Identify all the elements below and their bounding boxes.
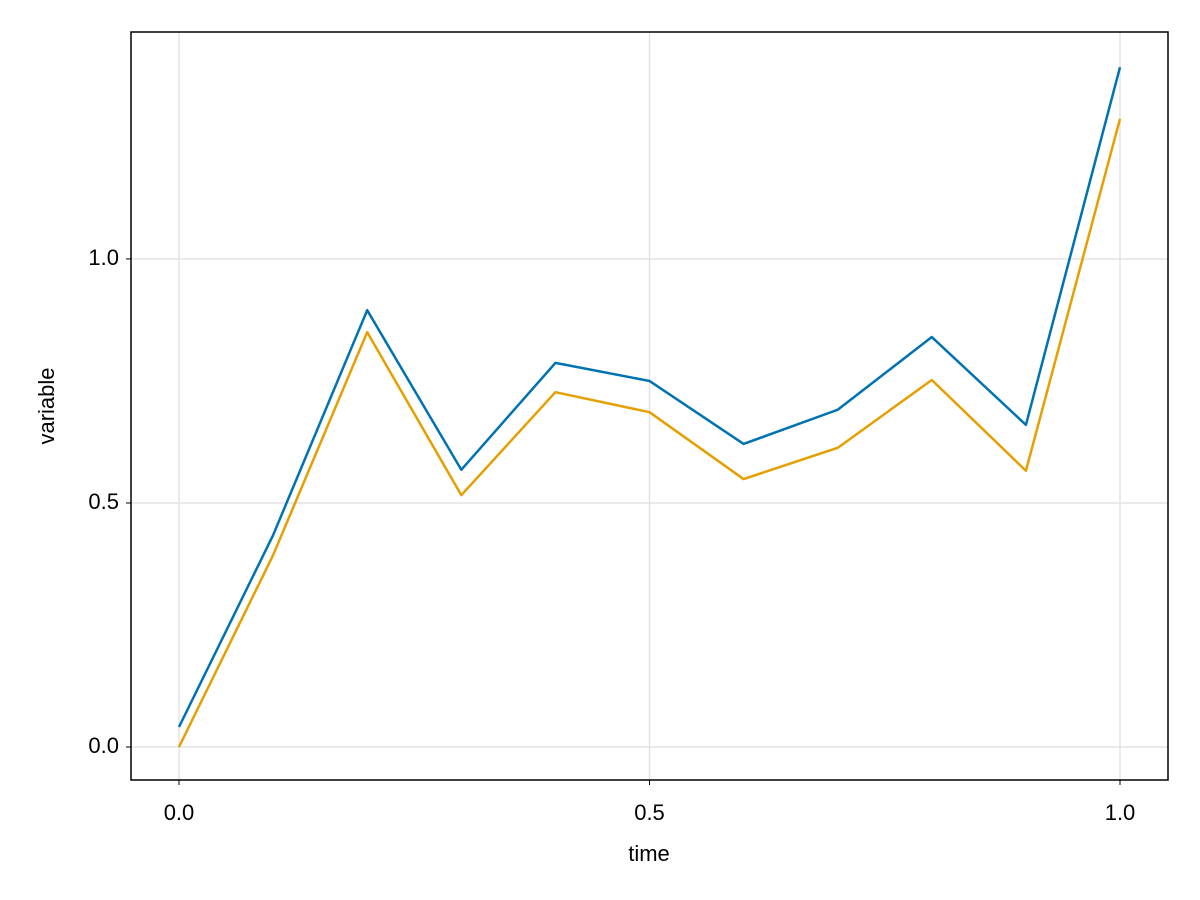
y-tick-label: 0.5 (88, 489, 119, 514)
x-tick-label: 1.0 (1105, 800, 1136, 825)
x-tick-label: 0.5 (634, 800, 665, 825)
plot-frame (130, 31, 1169, 781)
y-axis-label: variable (34, 367, 59, 444)
x-tick-label: 0.0 (164, 800, 195, 825)
y-tick-label: 1.0 (88, 245, 119, 270)
y-tick-label: 0.0 (88, 733, 119, 758)
series-line (177, 118, 1122, 748)
x-axis-label: time (628, 841, 670, 866)
series-line (177, 66, 1122, 728)
